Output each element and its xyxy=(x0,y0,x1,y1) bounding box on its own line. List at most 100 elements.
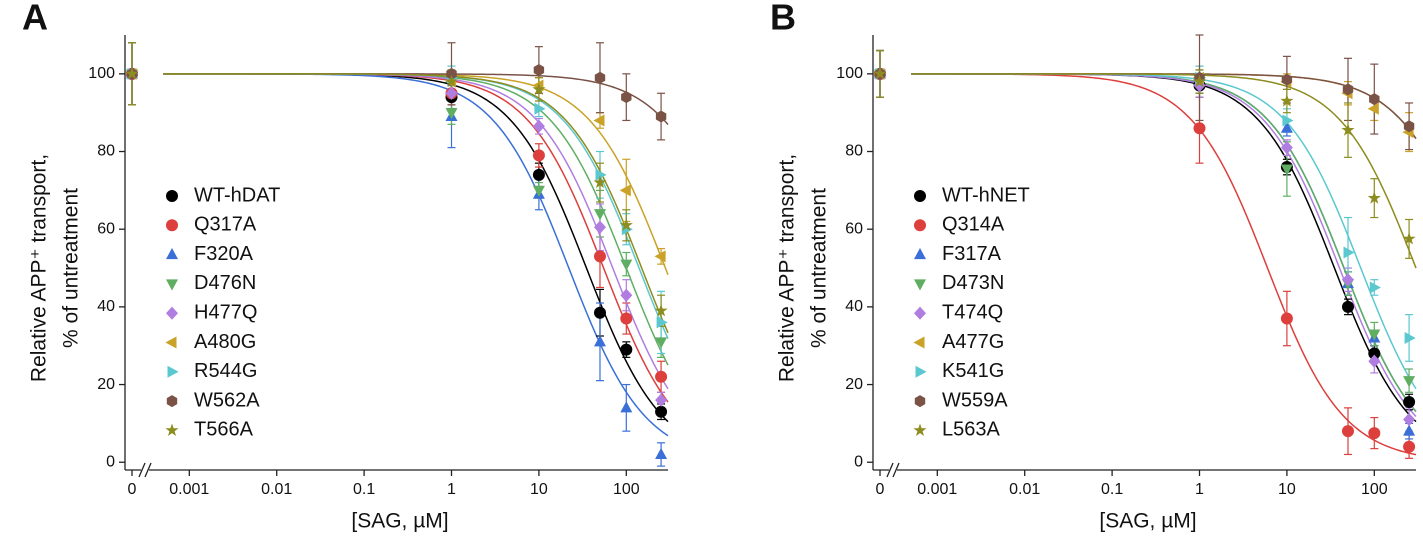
marker xyxy=(620,288,633,302)
panel-b: B 0 20 40 60 80 100 0 0.001 0.01 0.1 1 10 100 [SAG, µM… xyxy=(770,0,1417,533)
marker xyxy=(1403,120,1415,133)
marker xyxy=(1402,232,1416,245)
legend-label: R544G xyxy=(194,360,257,382)
legend-marker xyxy=(914,219,926,232)
x-tick-label: 0.01 xyxy=(261,481,292,498)
marker xyxy=(593,175,607,189)
marker xyxy=(532,119,545,133)
x-tick-label: 0.001 xyxy=(917,481,957,498)
x-axis-label: [SAG, µM] xyxy=(351,510,448,533)
y-tick-label: 80 xyxy=(845,143,863,160)
y-tick-label: 40 xyxy=(97,298,115,315)
marker xyxy=(655,370,668,383)
legend-label: W559A xyxy=(942,389,1008,411)
legend-label: Q314A xyxy=(942,214,1005,236)
y-axis-label: Relative APP⁺ transport, xyxy=(28,154,51,382)
marker xyxy=(594,71,606,84)
marker xyxy=(444,74,459,88)
panel-label: A xyxy=(22,0,48,38)
y-axis-label: % of untreatment xyxy=(60,188,83,348)
marker xyxy=(1280,121,1293,133)
marker xyxy=(445,86,458,100)
marker xyxy=(1369,281,1381,294)
marker xyxy=(1280,141,1293,155)
legend-marker xyxy=(913,423,927,436)
y-tick-label: 40 xyxy=(845,298,863,315)
marker xyxy=(654,250,666,263)
marker xyxy=(1280,94,1294,107)
marker xyxy=(534,102,546,115)
x-tick-label: 0.1 xyxy=(1101,481,1123,498)
marker xyxy=(1341,273,1354,287)
legend-marker xyxy=(166,395,178,408)
marker xyxy=(656,316,668,329)
legend-marker xyxy=(166,279,178,291)
x-axis-label: [SAG, µM] xyxy=(1099,510,1196,533)
marker xyxy=(446,67,457,80)
marker xyxy=(620,312,633,325)
x-tick-label: 0.1 xyxy=(353,481,375,498)
legend-label: T474Q xyxy=(942,301,1003,323)
y-tick-label: 20 xyxy=(97,376,115,393)
legend-label: L563A xyxy=(942,419,1000,441)
fit-curve xyxy=(911,73,1417,140)
axis-break-gap xyxy=(889,462,897,478)
legend-marker xyxy=(914,279,926,291)
legend-label: W562A xyxy=(194,389,260,411)
x-tick-label: 1 xyxy=(1195,481,1204,498)
marker xyxy=(654,303,668,317)
marker xyxy=(445,108,458,120)
marker xyxy=(1368,347,1381,360)
y-axis-label: Relative APP⁺ transport, xyxy=(776,154,799,382)
marker xyxy=(620,401,633,413)
marker xyxy=(1403,412,1416,427)
x-tick-label: 10 xyxy=(530,481,548,498)
axis-break xyxy=(144,462,152,478)
panel-a: A 0 20 40 60 80 100 0 0.001 0.01 0.1 1 10 100 [SAG, µM… xyxy=(22,0,669,533)
legend-label: F320A xyxy=(194,243,254,265)
marker xyxy=(655,393,668,407)
y-axis-label: % of untreatment xyxy=(808,188,831,348)
marker xyxy=(1282,114,1294,127)
marker xyxy=(621,91,632,104)
legend-label: D476N xyxy=(194,272,256,294)
fit-curve xyxy=(163,73,669,125)
marker xyxy=(655,110,667,123)
marker xyxy=(1342,83,1354,96)
y-tick-label: 100 xyxy=(88,65,115,82)
marker xyxy=(655,405,668,418)
axis-break xyxy=(892,462,900,478)
marker xyxy=(532,185,545,197)
y-tick-label: 20 xyxy=(845,376,863,393)
legend-label: K541G xyxy=(942,360,1004,382)
legend-label: H477Q xyxy=(194,301,257,323)
y-tick-label: 0 xyxy=(106,453,115,470)
marker xyxy=(532,82,546,95)
y-tick-label: 60 xyxy=(97,220,115,237)
legend-label: A477G xyxy=(942,331,1004,353)
marker xyxy=(619,184,631,197)
marker xyxy=(620,259,633,271)
marker xyxy=(593,220,606,234)
marker xyxy=(593,335,606,347)
legend-marker xyxy=(914,248,926,260)
legend-label: WT-hDAT xyxy=(194,184,280,206)
marker xyxy=(593,209,606,221)
legend-marker xyxy=(914,190,926,202)
marker xyxy=(655,447,668,459)
marker xyxy=(619,218,633,231)
marker xyxy=(593,306,606,319)
x-tick-label: 0 xyxy=(128,481,137,498)
x-tick-label: 100 xyxy=(1361,481,1388,498)
axis-break xyxy=(138,462,146,478)
x-tick-label: 0 xyxy=(876,481,885,498)
marker xyxy=(620,343,633,356)
marker xyxy=(1369,93,1380,106)
x-tick-label: 1 xyxy=(447,481,456,498)
marker xyxy=(873,66,887,80)
y-tick-label: 100 xyxy=(836,65,863,82)
legend-marker xyxy=(913,336,925,349)
marker xyxy=(1404,331,1416,344)
legend-marker xyxy=(165,336,177,349)
marker xyxy=(532,168,545,181)
